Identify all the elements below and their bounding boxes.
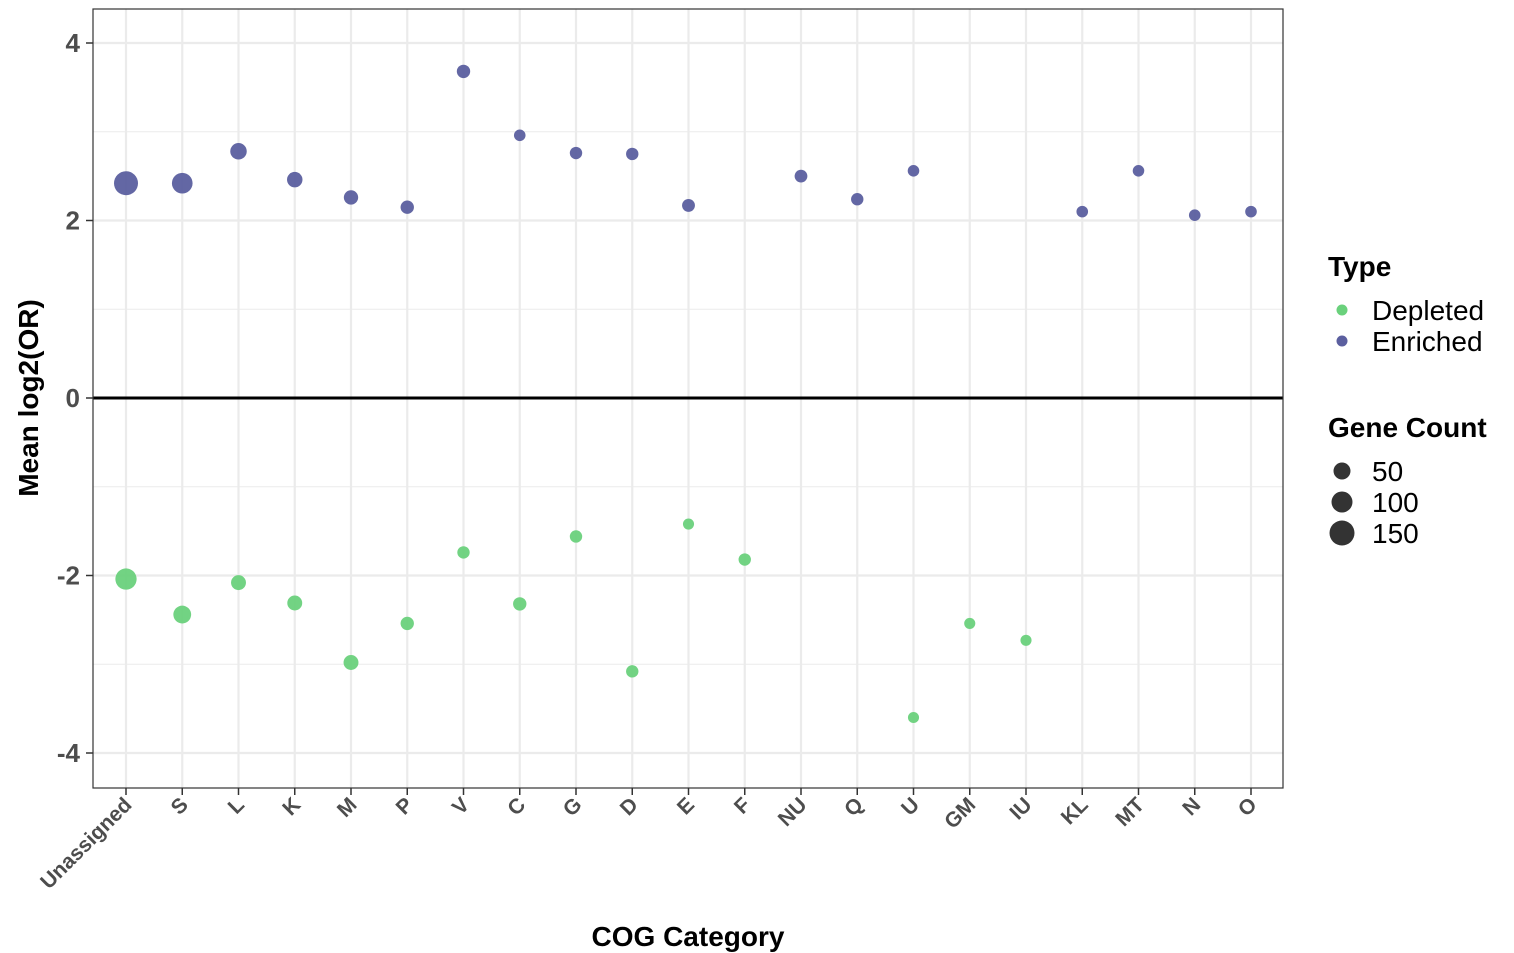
point-depleted-gm xyxy=(964,617,976,629)
legend-label-depleted: Depleted xyxy=(1372,295,1484,326)
y-tick-label: 4 xyxy=(66,28,81,58)
x-tick-label: N xyxy=(1178,793,1205,820)
point-enriched-k xyxy=(287,171,303,188)
size-label-150: 150 xyxy=(1372,518,1419,549)
x-tick-label: D xyxy=(616,793,643,820)
point-enriched-g xyxy=(569,146,583,160)
x-tick-label: S xyxy=(167,793,193,819)
x-tick-label: U xyxy=(897,793,924,820)
x-tick-label: NU xyxy=(774,793,812,831)
point-enriched-m xyxy=(343,190,359,205)
x-tick-label: C xyxy=(503,793,530,820)
point-enriched-nu xyxy=(794,169,808,183)
x-tick-label: IU xyxy=(1005,793,1036,824)
x-tick-label: Q xyxy=(840,793,868,821)
point-enriched-unassigned xyxy=(114,171,138,196)
point-depleted-f xyxy=(738,553,751,566)
y-tick-label: 2 xyxy=(66,206,80,236)
x-tick-label: P xyxy=(392,793,418,819)
point-enriched-c xyxy=(513,129,526,142)
type-legend-title: Type xyxy=(1328,251,1391,282)
point-depleted-l xyxy=(231,575,246,591)
point-depleted-u xyxy=(907,711,920,724)
x-tick-label: MT xyxy=(1111,793,1149,831)
point-enriched-l xyxy=(230,143,247,160)
y-axis-ticks: -4 -2 0 2 4 xyxy=(57,28,93,768)
x-axis-title: COG Category xyxy=(592,921,785,952)
size-key-100 xyxy=(1331,491,1353,513)
x-tick-label: O xyxy=(1234,793,1262,821)
point-enriched-kl xyxy=(1076,205,1089,218)
x-tick-label: E xyxy=(673,793,699,819)
x-tick-label: Unassigned xyxy=(36,793,136,893)
point-enriched-u xyxy=(907,165,920,177)
x-tick-label: V xyxy=(448,793,474,819)
data-points xyxy=(114,64,1257,724)
point-enriched-n xyxy=(1188,209,1201,221)
x-tick-label: GM xyxy=(940,793,980,833)
point-depleted-e xyxy=(682,518,695,530)
point-enriched-o xyxy=(1245,205,1257,218)
point-depleted-s xyxy=(173,605,192,624)
point-depleted-m xyxy=(343,655,359,670)
size-key-50 xyxy=(1333,462,1351,480)
point-enriched-e xyxy=(682,198,695,212)
point-depleted-iu xyxy=(1020,634,1032,646)
gene-count-legend-title: Gene Count xyxy=(1328,412,1487,443)
x-axis-ticks: Unassigned S L K M P V C G D E F NU Q U GM IU KL MT N O xyxy=(36,788,1262,894)
point-enriched-p xyxy=(400,200,414,214)
point-depleted-c xyxy=(513,597,527,611)
y-tick-label: -4 xyxy=(57,738,81,768)
point-depleted-g xyxy=(569,530,583,543)
x-tick-label: F xyxy=(730,793,755,818)
point-depleted-p xyxy=(400,616,414,631)
x-tick-label: KL xyxy=(1057,793,1093,829)
point-enriched-d xyxy=(626,147,639,161)
point-enriched-q xyxy=(851,193,864,206)
y-tick-label: 0 xyxy=(66,383,80,413)
legend-label-enriched: Enriched xyxy=(1372,326,1483,357)
size-label-50: 50 xyxy=(1372,456,1403,487)
point-depleted-v xyxy=(457,546,470,559)
x-tick-label: M xyxy=(333,793,362,822)
x-tick-label: G xyxy=(559,793,587,821)
x-tick-label: K xyxy=(278,793,305,820)
y-tick-label: -2 xyxy=(57,561,80,591)
legend-key-enriched xyxy=(1336,335,1348,347)
point-enriched-s xyxy=(171,172,193,194)
legend-key-depleted xyxy=(1336,304,1348,316)
point-depleted-k xyxy=(287,595,303,611)
size-key-150 xyxy=(1329,520,1355,546)
point-enriched-mt xyxy=(1132,165,1145,177)
x-tick-label: L xyxy=(224,793,249,818)
point-enriched-v xyxy=(456,64,471,79)
point-depleted-d xyxy=(626,665,639,678)
point-depleted-unassigned xyxy=(115,568,137,590)
y-axis-title: Mean log2(OR) xyxy=(13,299,44,497)
size-label-100: 100 xyxy=(1372,487,1419,518)
